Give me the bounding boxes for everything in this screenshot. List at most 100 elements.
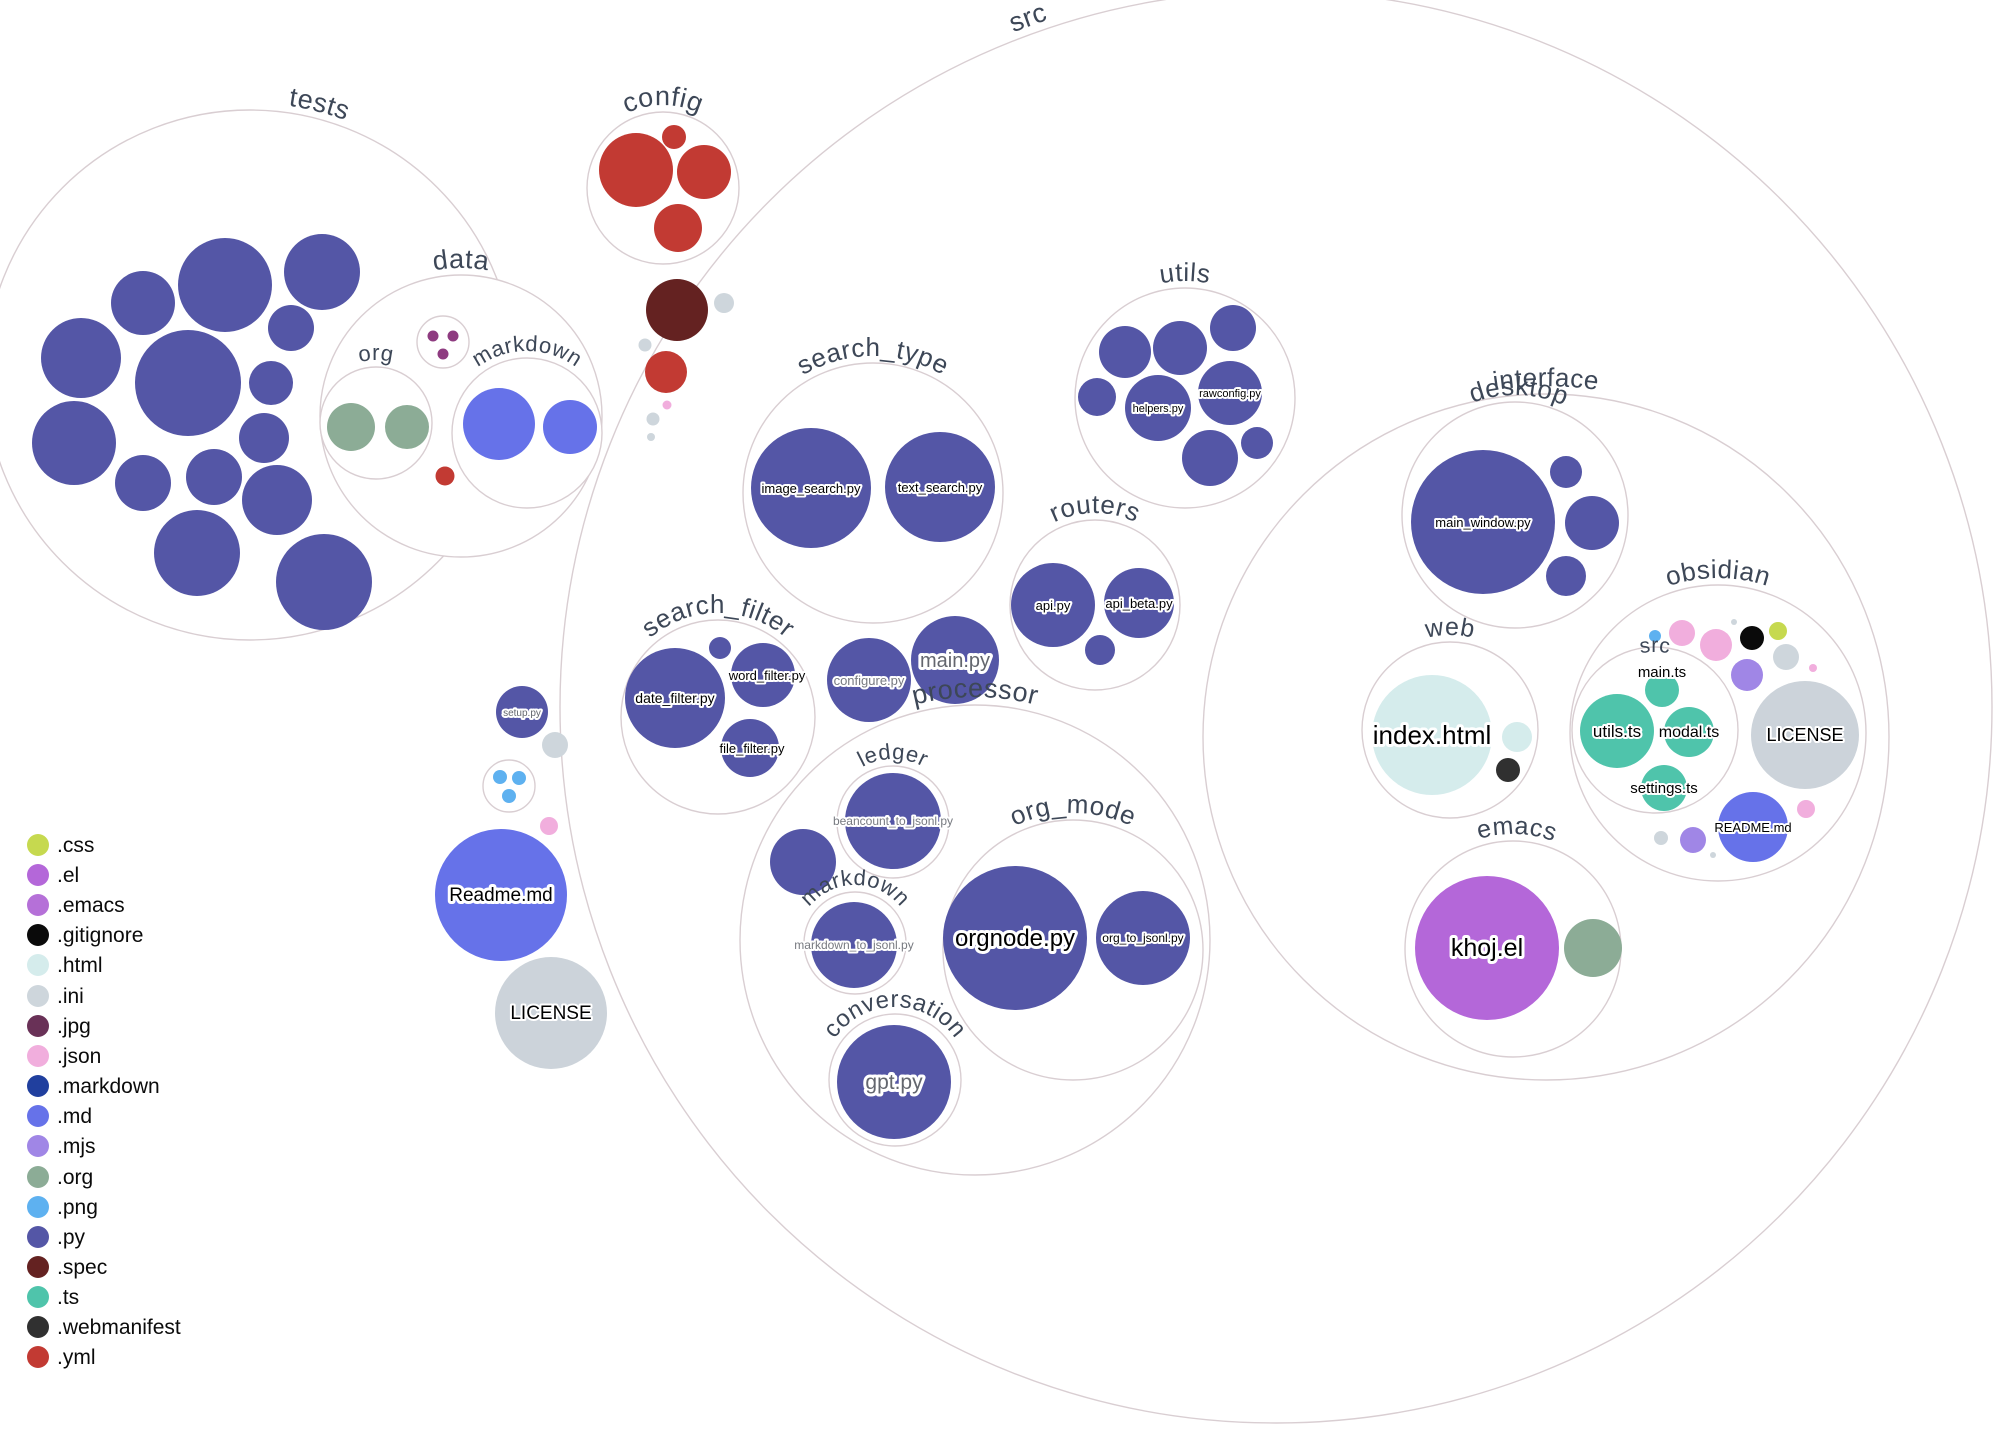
file-label-markdown-to-jsonl-py: markdown_to_jsonl.py [794, 938, 913, 952]
file-label-configure-py: configure.py [834, 673, 905, 688]
legend-swatch-md [27, 1105, 49, 1127]
py-file-circle [186, 449, 242, 505]
png-file-circle [502, 789, 516, 803]
file-label-readme-md-root: Readme.md [449, 885, 553, 906]
ini-file-circle [1710, 852, 1716, 858]
date-filter-py-file-circle [625, 648, 725, 748]
py-file-circle [1078, 378, 1116, 416]
helpers-py-file-circle [1125, 375, 1191, 441]
legend-swatch-emacs [27, 894, 49, 916]
legend-label-py: .py [57, 1226, 86, 1249]
legend-label-mjs: .mjs [57, 1135, 96, 1158]
file-label-khoj-el: khoj.el [1451, 934, 1523, 962]
json-file-circle [1797, 800, 1815, 818]
legend-label-jpg: .jpg [57, 1015, 91, 1038]
legend-swatch-org [27, 1166, 49, 1188]
khoj-el-file-circle [1415, 876, 1559, 1020]
py-file-circle [178, 238, 272, 332]
yml-file-circle [677, 145, 731, 199]
yml-file-circle [435, 466, 455, 486]
utils-ts-file-circle [1580, 694, 1654, 768]
dir-circle-jpg-folder [416, 315, 470, 369]
license-file-circle [1751, 681, 1859, 789]
dir-label-org: org [356, 340, 395, 367]
ini-file-circle [646, 412, 660, 426]
legend-label-gitignore: .gitignore [57, 924, 143, 947]
api-beta-py-file-circle [1104, 568, 1174, 638]
gpt-py-file-circle [837, 1025, 951, 1139]
png-file-circle [493, 770, 507, 784]
readme-md-file-circle [1718, 792, 1788, 862]
legend-label-css: .css [57, 834, 94, 857]
png-file-circle [512, 771, 526, 785]
extension-legend: .css .el .emacs .gitignore .html .ini .j… [27, 834, 181, 1369]
py-file-circle [284, 234, 360, 310]
configure-py-file-circle [827, 638, 911, 722]
py-file-circle [268, 305, 314, 351]
legend-label-el: .el [57, 864, 79, 887]
ini-file-circle [1654, 831, 1668, 845]
md-file-circle [463, 388, 535, 460]
file-label-image-search-py: image_search.py [762, 481, 861, 496]
file-label-license-root: LICENSE [510, 1003, 591, 1024]
file-label-date-filter-py: date_filter.py [635, 690, 714, 706]
word-filter-py-file-circle [731, 643, 795, 707]
image-search-py-file-circle [751, 428, 871, 548]
html-file-circle [1502, 722, 1532, 752]
py-file-circle [154, 510, 240, 596]
py-file-circle [1210, 305, 1256, 351]
py-file-circle [32, 401, 116, 485]
legend-swatch-mjs [27, 1135, 49, 1157]
modal-ts-file-circle [1664, 707, 1714, 757]
readme-md-file-circle [435, 829, 567, 961]
file-label-readme-md-obsidian: README.md [1714, 820, 1791, 835]
json-file-circle [1809, 664, 1817, 672]
py-file-circle [709, 637, 731, 659]
legend-label-md: .md [57, 1105, 92, 1128]
file-labels: image_search.py text_search.py date_filt… [446, 386, 1845, 1097]
mjs-file-circle [1680, 827, 1706, 853]
webmanifest-file-circle [1496, 758, 1520, 782]
legend-label-html: .html [57, 954, 103, 977]
file-label-org-to-jsonl-py: org_to_jsonl.py [1102, 931, 1183, 945]
py-file-circle [1550, 456, 1582, 488]
svg-text:web: web [1422, 613, 1477, 644]
py-file-circle [239, 413, 289, 463]
ini-file-circle [542, 732, 568, 758]
yml-file-circle [645, 351, 687, 393]
py-file-circle [1099, 326, 1151, 378]
settings-ts-file-circle [1641, 765, 1687, 811]
py-file-circle [1085, 635, 1115, 665]
jpg-file-circle [447, 330, 459, 342]
dir-circle-org [319, 366, 433, 480]
legend-swatch-el [27, 864, 49, 886]
markdown-to-jsonl-py-file-circle [811, 902, 897, 988]
yml-file-circle [654, 204, 702, 252]
setup-py-file-circle [496, 686, 548, 738]
dir-label-data: data [431, 244, 492, 276]
dir-circle-interface [1202, 393, 1890, 1081]
svg-text:org: org [356, 340, 396, 367]
svg-text:src: src [1638, 634, 1671, 658]
gitignore-file-circle [1740, 626, 1764, 650]
dir-circle-png-folder [482, 759, 536, 813]
ini-file-circle [714, 293, 734, 313]
py-file-circle [1241, 427, 1273, 459]
license-file-circle [495, 957, 607, 1069]
file-label-setup-py: setup.py [503, 708, 541, 719]
org-to-jsonl-py-file-circle [1096, 891, 1190, 985]
py-file-circle [242, 465, 312, 535]
file-label-file-filter-py: file_filter.py [719, 741, 785, 756]
file-label-api-py: api.py [1036, 598, 1071, 613]
file-label-rawconfig-py: rawconfig.py [1199, 388, 1261, 400]
legend-swatch-html [27, 954, 49, 976]
dir-label-src-obsidian: src [1638, 634, 1671, 658]
py-file-circle [111, 271, 175, 335]
legend-label-org: .org [57, 1166, 93, 1189]
py-file-circle [1546, 556, 1586, 596]
legend-swatch-jpg [27, 1015, 49, 1037]
legend-swatch-webmanifest [27, 1316, 49, 1338]
json-file-circle [1669, 620, 1695, 646]
